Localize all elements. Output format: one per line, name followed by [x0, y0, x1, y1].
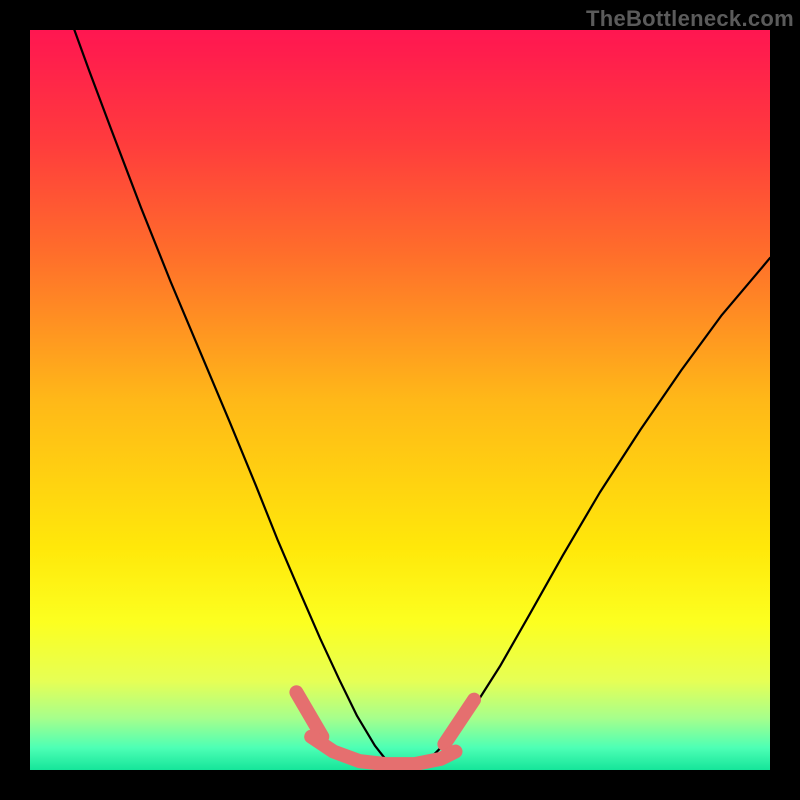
plot-area — [30, 30, 770, 770]
watermark-label: TheBottleneck.com — [586, 6, 794, 32]
chart-container: TheBottleneck.com — [0, 0, 800, 800]
plot-svg — [30, 30, 770, 770]
gradient-background — [30, 30, 770, 770]
